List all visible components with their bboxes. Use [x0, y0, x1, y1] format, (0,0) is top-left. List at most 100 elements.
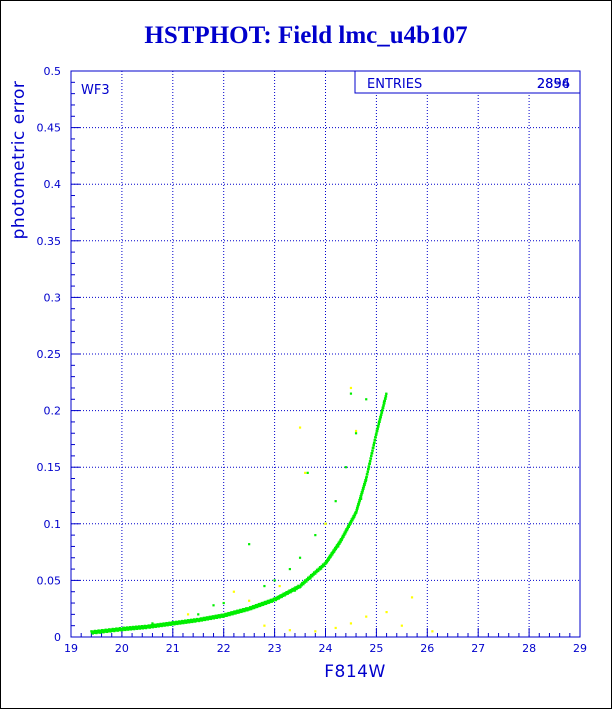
data-point: [235, 611, 238, 614]
data-point: [226, 614, 230, 617]
data-point: [163, 624, 166, 627]
data-point: [140, 627, 143, 630]
data-point: [348, 523, 351, 527]
data-point: [220, 615, 223, 618]
x-tick-label: 19: [64, 642, 78, 655]
data-point: [231, 613, 234, 616]
data-point: [173, 623, 176, 626]
data-point: [332, 551, 335, 554]
data-point: [251, 607, 254, 610]
data-point: [156, 625, 159, 628]
data-point: [344, 532, 347, 535]
x-tick-label: 27: [471, 642, 485, 655]
data-point: [267, 601, 271, 604]
data-point: [341, 537, 344, 540]
data-point: [364, 477, 368, 480]
data-point: [331, 553, 334, 556]
data-point: [361, 491, 364, 494]
data-point: [288, 567, 291, 571]
data-point: [358, 501, 361, 504]
y-tick-label: 0.5: [44, 65, 62, 78]
data-point: [151, 622, 154, 625]
data-point: [326, 559, 329, 562]
data-point: [383, 402, 386, 405]
y-tick-label: 0.4: [44, 178, 62, 191]
data-point: [365, 398, 368, 401]
data-point: [218, 616, 221, 619]
data-point: [372, 446, 375, 450]
data-point: [312, 573, 315, 576]
data-point: [360, 495, 363, 498]
data-point: [368, 462, 371, 465]
data-point: [338, 542, 341, 545]
data-point: [333, 550, 336, 553]
data-point: [248, 543, 251, 546]
data-point: [100, 630, 103, 633]
data-point: [329, 555, 332, 559]
y-tick-label: 0.25: [37, 348, 62, 361]
data-point: [189, 620, 192, 623]
data-point: [265, 602, 268, 605]
data-point: [296, 586, 300, 590]
data-point: [223, 614, 227, 618]
data-point: [366, 470, 370, 473]
data-point: [329, 554, 332, 557]
data-point: [286, 592, 289, 595]
data-point: [199, 619, 202, 622]
data-point: [148, 626, 151, 629]
x-axis-title: F814W: [324, 662, 386, 682]
data-point: [144, 627, 148, 630]
data-point: [161, 623, 164, 626]
x-tick-label: 21: [166, 642, 180, 655]
data-point: [374, 436, 377, 439]
data-point: [382, 400, 386, 403]
data-point: [371, 449, 374, 452]
stats-entries-value: 2896: [537, 77, 570, 92]
data-point: [212, 604, 215, 607]
data-point: [133, 628, 136, 631]
data-point: [167, 623, 171, 626]
data-point: [292, 589, 295, 592]
data-point: [240, 610, 243, 614]
data-point: [157, 625, 160, 628]
data-point: [369, 457, 373, 460]
data-point: [337, 545, 340, 548]
data-point: [137, 627, 140, 630]
data-point: [222, 615, 225, 618]
data-point: [372, 443, 375, 446]
data-point: [346, 527, 349, 530]
data-point: [200, 619, 204, 622]
data-point: [369, 460, 372, 463]
data-point: [166, 624, 169, 627]
data-point: [364, 479, 367, 482]
x-tick-label: 20: [115, 642, 129, 655]
data-point: [293, 589, 297, 592]
data-point: [197, 613, 200, 616]
data-point: [232, 590, 235, 593]
data-point: [263, 602, 266, 606]
data-point: [248, 608, 251, 611]
data-point: [115, 629, 118, 632]
data-point: [151, 626, 154, 629]
data-point: [181, 621, 185, 624]
data-point: [258, 604, 261, 607]
data-point: [195, 619, 198, 623]
data-point: [362, 485, 366, 488]
data-point: [344, 466, 347, 469]
data-point: [360, 493, 363, 496]
data-point: [203, 618, 207, 622]
data-point: [333, 549, 337, 552]
data-point: [347, 525, 351, 528]
data-point: [410, 596, 414, 599]
data-point: [164, 624, 168, 627]
data-point: [91, 632, 94, 635]
data-point: [298, 556, 302, 559]
data-point: [250, 608, 253, 611]
data-point: [244, 609, 247, 612]
data-point: [237, 610, 241, 614]
data-point: [222, 601, 225, 605]
data-point: [186, 613, 190, 616]
data-point: [284, 593, 288, 596]
data-point: [342, 535, 345, 538]
data-point: [363, 483, 366, 486]
